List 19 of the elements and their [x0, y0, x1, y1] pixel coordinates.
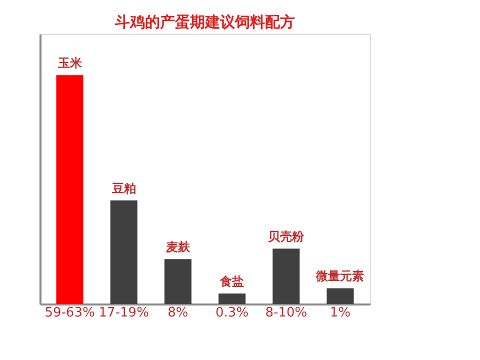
annotation: 玉米	[56, 56, 83, 70]
chart-title: 斗鸡的产蛋期建议饲料配方	[114, 13, 295, 31]
x-tick-label: 59-63%	[44, 306, 95, 320]
annotation: 微量元素	[315, 269, 364, 284]
x-tick-label: 8%	[168, 306, 188, 320]
annotation: 麦麸	[164, 240, 191, 254]
x-tick-label: 1%	[330, 306, 351, 320]
x-tick-label: 0.3%	[216, 306, 249, 320]
bar	[110, 200, 138, 304]
annotation: 豆粕	[110, 181, 136, 196]
annotation: 贝壳粉	[267, 230, 306, 244]
x-tick-label: 8-10%	[265, 306, 308, 320]
bar	[272, 248, 300, 304]
annotation: 食盐	[219, 274, 244, 288]
bar	[56, 75, 84, 304]
bar	[326, 288, 354, 304]
x-tick-label: 17-19%	[98, 306, 149, 320]
bar	[164, 259, 192, 304]
bar	[218, 293, 246, 304]
